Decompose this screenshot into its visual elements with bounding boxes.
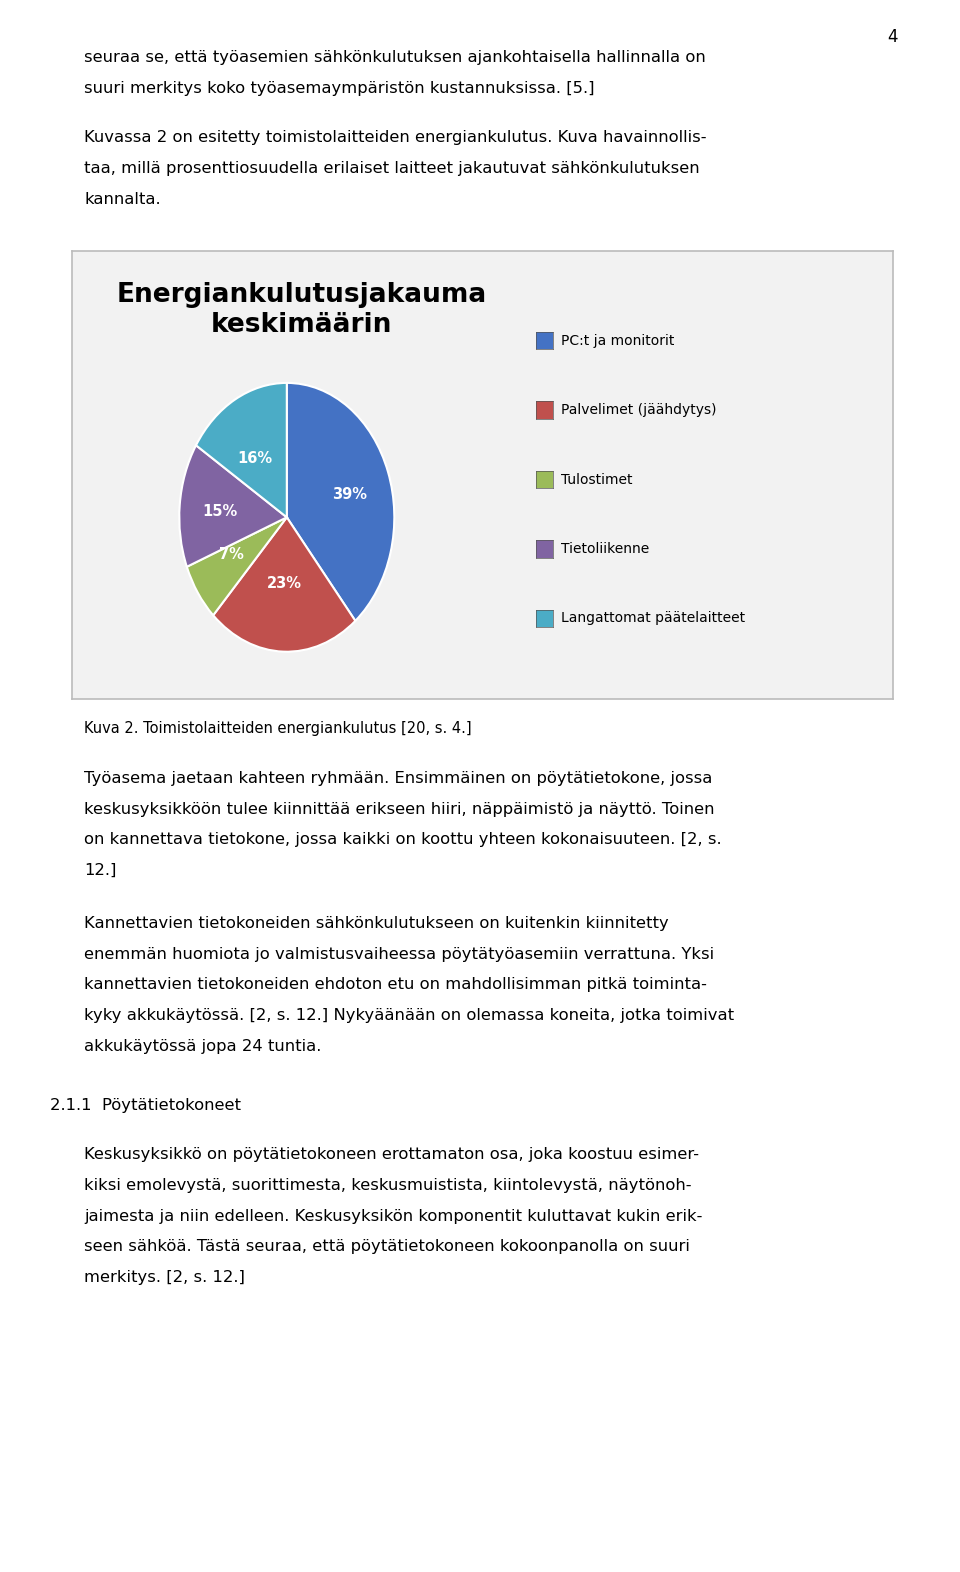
Text: Kuvassa 2 on esitetty toimistolaitteiden energiankulutus. Kuva havainnollis-: Kuvassa 2 on esitetty toimistolaitteiden… [84,130,707,146]
Text: seen sähköä. Tästä seuraa, että pöytätietokoneen kokoonpanolla on suuri: seen sähköä. Tästä seuraa, että pöytätie… [84,1239,690,1254]
Text: kannalta.: kannalta. [84,192,161,208]
Wedge shape [180,445,287,567]
Text: Kannettavien tietokoneiden sähkönkulutukseen on kuitenkin kiinnitetty: Kannettavien tietokoneiden sähkönkulutuk… [84,916,669,931]
Text: 4: 4 [887,28,898,46]
Text: 16%: 16% [237,451,273,467]
Text: 23%: 23% [267,577,302,591]
Text: kiksi emolevystä, suorittimesta, keskusmuistista, kiintolevystä, näytönoh-: kiksi emolevystä, suorittimesta, keskusm… [84,1177,692,1193]
Text: Tulostimet: Tulostimet [561,473,633,487]
Text: suuri merkitys koko työasemaympäristön kustannuksissa. [5.]: suuri merkitys koko työasemaympäristön k… [84,80,595,96]
Text: Langattomat päätelaitteet: Langattomat päätelaitteet [561,612,745,626]
Text: 7%: 7% [219,547,244,563]
Text: 39%: 39% [332,487,367,501]
Text: Palvelimet (jäähdytys): Palvelimet (jäähdytys) [561,402,716,417]
Wedge shape [287,384,395,621]
Text: kyky akkukäytössä. [2, s. 12.] Nykyäänään on olemassa koneita, jotka toimivat: kyky akkukäytössä. [2, s. 12.] Nykyäänää… [84,1008,734,1023]
Text: merkitys. [2, s. 12.]: merkitys. [2, s. 12.] [84,1270,246,1284]
Wedge shape [213,517,355,652]
Text: keskusyksikköön tulee kiinnittää erikseen hiiri, näppäimistö ja näyttö. Toinen: keskusyksikköön tulee kiinnittää eriksee… [84,802,715,816]
Text: Kuva 2. Toimistolaitteiden energiankulutus [20, s. 4.]: Kuva 2. Toimistolaitteiden energiankulut… [84,722,472,736]
Text: jaimesta ja niin edelleen. Keskusyksikön komponentit kuluttavat kukin erik-: jaimesta ja niin edelleen. Keskusyksikön… [84,1209,703,1223]
Text: 12.]: 12.] [84,863,117,877]
Text: 2.1.1  Pöytätietokoneet: 2.1.1 Pöytätietokoneet [50,1097,241,1113]
Text: Keskusyksikkö on pöytätietokoneen erottamaton osa, joka koostuu esimer-: Keskusyksikkö on pöytätietokoneen erotta… [84,1148,700,1162]
Text: seuraa se, että työasemien sähkönkulutuksen ajankohtaisella hallinnalla on: seuraa se, että työasemien sähkönkulutuk… [84,50,707,66]
Text: on kannettava tietokone, jossa kaikki on koottu yhteen kokonaisuuteen. [2, s.: on kannettava tietokone, jossa kaikki on… [84,832,722,847]
Text: enemmän huomiota jo valmistusvaiheessa pöytätyöasemiin verrattuna. Yksi: enemmän huomiota jo valmistusvaiheessa p… [84,946,714,962]
Text: Työasema jaetaan kahteen ryhmään. Ensimmäinen on pöytätietokone, jossa: Työasema jaetaan kahteen ryhmään. Ensimm… [84,770,713,786]
Text: Tietoliikenne: Tietoliikenne [561,542,649,556]
Text: Energiankulutusjakauma
keskimäärin: Energiankulutusjakauma keskimäärin [117,281,487,338]
Text: akkukäytössä jopa 24 tuntia.: akkukäytössä jopa 24 tuntia. [84,1039,322,1053]
Wedge shape [187,517,287,615]
Text: taa, millä prosenttiosuudella erilaiset laitteet jakautuvat sähkönkulutuksen: taa, millä prosenttiosuudella erilaiset … [84,160,700,176]
Text: kannettavien tietokoneiden ehdoton etu on mahdollisimman pitkä toiminta-: kannettavien tietokoneiden ehdoton etu o… [84,978,708,992]
Text: PC:t ja monitorit: PC:t ja monitorit [561,333,674,347]
Wedge shape [196,384,287,517]
Text: 15%: 15% [203,503,238,519]
